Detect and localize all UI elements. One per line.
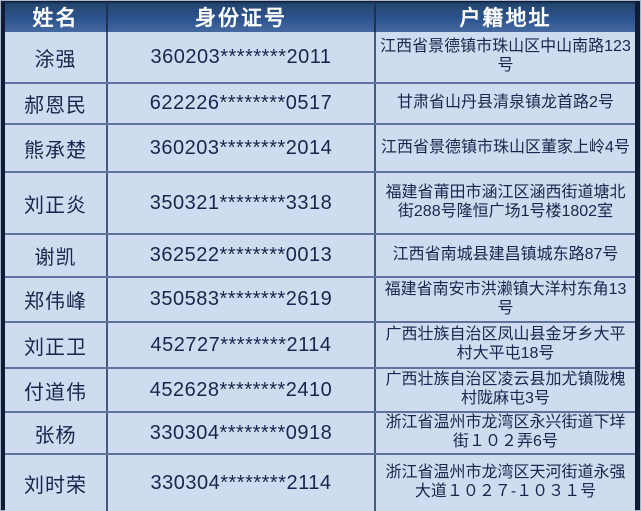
id-cell: 360203********2011 xyxy=(108,32,376,82)
column-header-address: 户籍地址 xyxy=(459,7,552,30)
column-header-id-number: 身份证号 xyxy=(108,2,376,32)
addr-cell: 江西省南城县建昌镇城东路87号 xyxy=(392,246,619,264)
addr-cell: 浙江省温州市龙湾区天河街道永强大道１０２７-１０３１号 xyxy=(385,464,626,500)
name-cell: 刘时荣 xyxy=(5,455,108,511)
table-row: 郑伟峰 350583********2619 福建省南安市洪濑镇大洋村东角13号 xyxy=(5,276,635,321)
id-cell: 330304********0918 xyxy=(108,413,376,453)
table-row: 郝恩民 622226********0517 甘肃省山丹县清泉镇龙首路2号 xyxy=(5,82,635,123)
table-row: 刘正炎 350321********3318 福建省莆田市涵江区涵西街道塘北街288… xyxy=(5,171,635,233)
id-cell: 362522********0013 xyxy=(108,235,376,276)
addr-cell: 江西省景德镇市珠山区董家上岭4号 xyxy=(381,138,630,156)
table-header-row: 姓名 身份证号 户籍地址 xyxy=(5,2,635,32)
table-row: 张杨 330304********0918 浙江省温州市龙湾区永兴街道下垟街１０２弄… xyxy=(5,411,635,453)
name-cell: 郑伟峰 xyxy=(5,278,108,321)
name-cell: 刘正卫 xyxy=(5,323,108,367)
id-cell: 452628********2410 xyxy=(108,369,376,411)
addr-cell: 江西省景德镇市珠山区中山南路123号 xyxy=(380,38,631,74)
table-row: 刘正卫 452727********2114 广西壮族自治区凤山县金牙乡大平村大平屯… xyxy=(5,321,635,367)
id-cell: 330304********2114 xyxy=(108,455,376,511)
name-cell: 熊承楚 xyxy=(5,125,108,171)
id-cell: 350583********2619 xyxy=(108,278,376,321)
addr-cell: 广西壮族自治区凌云县加尤镇陇槐村陇麻屯3号 xyxy=(385,371,626,407)
name-cell: 涂强 xyxy=(5,32,108,82)
name-cell: 郝恩民 xyxy=(5,84,108,123)
name-cell: 付道伟 xyxy=(5,369,108,411)
column-header-name: 姓名 xyxy=(5,2,108,32)
name-cell: 谢凯 xyxy=(5,235,108,276)
addr-cell: 广西壮族自治区凤山县金牙乡大平村大平屯18号 xyxy=(385,326,626,362)
addr-cell: 福建省莆田市涵江区涵西街道塘北街288号隆恒广场1号楼1802室 xyxy=(385,184,626,220)
addr-cell: 福建省南安市洪濑镇大洋村东角13号 xyxy=(384,280,627,317)
id-cell: 350321********3318 xyxy=(108,173,376,233)
addr-cell: 甘肃省山丹县清泉镇龙首路2号 xyxy=(397,94,614,112)
table-row: 熊承楚 360203********2014 江西省景德镇市珠山区董家上岭4号 xyxy=(5,123,635,171)
table-row: 谢凯 362522********0013 江西省南城县建昌镇城东路87号 xyxy=(5,233,635,276)
table-row: 涂强 360203********2011 江西省景德镇市珠山区中山南路123号 xyxy=(5,32,635,82)
table-row: 刘时荣 330304********2114 浙江省温州市龙湾区天河街道永强大道１０… xyxy=(5,453,635,511)
name-cell: 刘正炎 xyxy=(5,173,108,233)
addr-cell: 浙江省温州市龙湾区永兴街道下垟街１０２弄6号 xyxy=(385,414,626,450)
id-cell: 622226********0517 xyxy=(108,84,376,123)
id-cell: 360203********2014 xyxy=(108,125,376,171)
name-cell: 张杨 xyxy=(5,413,108,453)
table-body: 涂强 360203********2011 江西省景德镇市珠山区中山南路123号 郝恩… xyxy=(5,32,635,511)
id-cell: 452727********2114 xyxy=(108,323,376,367)
table-row: 付道伟 452628********2410 广西壮族自治区凌云县加尤镇陇槐村陇麻屯… xyxy=(5,367,635,411)
